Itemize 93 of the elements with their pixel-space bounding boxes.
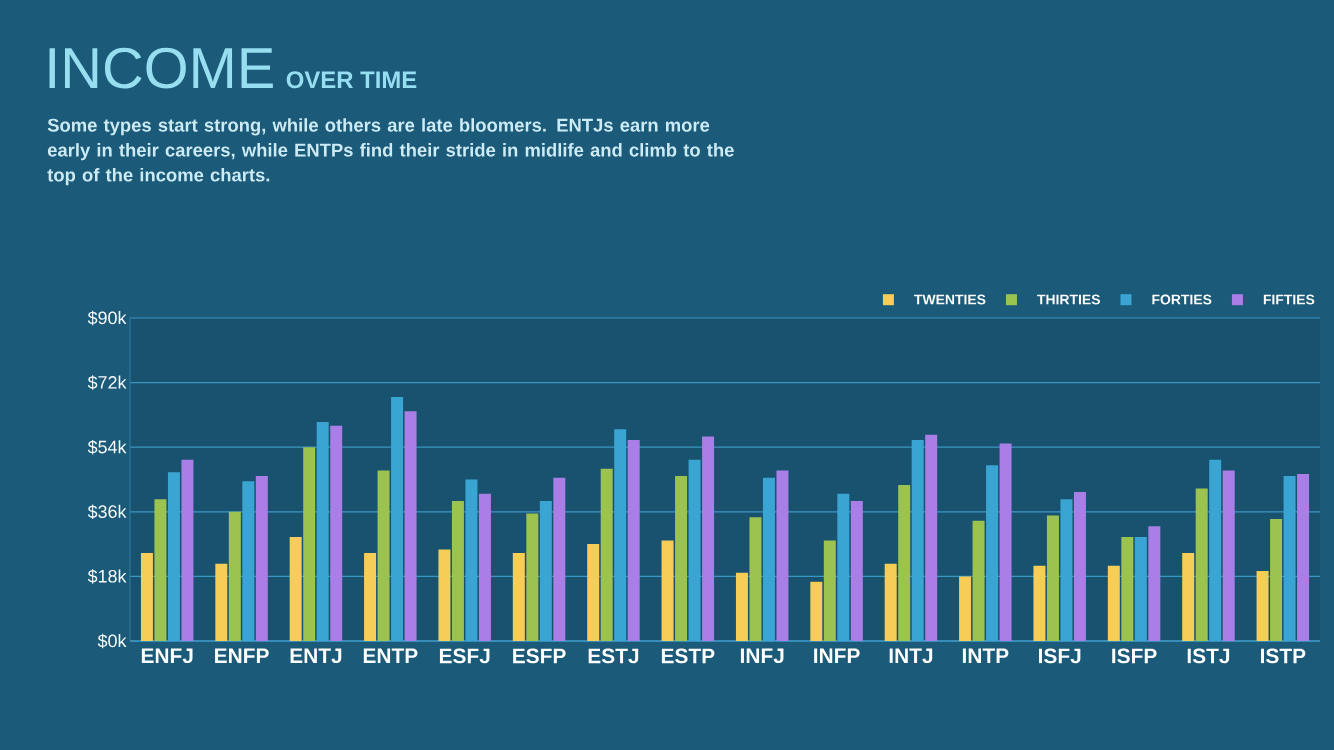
bar [735,572,748,641]
bar [228,511,241,641]
bar [539,501,552,641]
bar [884,563,897,641]
legend-label: FIFTIES [1263,294,1315,305]
bar [776,470,789,641]
bar [959,576,972,641]
bar [553,477,566,641]
bar [1134,536,1147,641]
bar [1256,571,1269,641]
bar [1222,470,1235,641]
bar [823,540,836,641]
bar [404,411,417,641]
x-tick-label: ISFP [1112,648,1157,664]
bar [898,484,911,641]
bar [377,470,390,641]
bar [911,440,924,641]
bar [465,479,478,641]
legend-label: FORTIES [1152,294,1212,305]
bar [215,563,228,641]
x-tick-label: ENFP [215,648,269,663]
x-tick-label: INTJ [889,648,933,664]
bar [1060,499,1073,641]
x-tick-label: ESTP [661,648,715,664]
bar [1195,488,1208,641]
chart-title: INCOME [49,47,273,89]
bar [181,459,194,641]
x-tick-label: INFJ [740,648,784,664]
bar [1046,515,1059,641]
bar [451,501,464,641]
bar [1182,553,1195,641]
bar [255,475,268,641]
y-tick-label: $72k [87,375,127,390]
bar [1270,518,1283,641]
bar [391,396,404,641]
bar [1209,459,1222,641]
bar [364,553,377,641]
bar [330,425,343,641]
x-tick-label: INTP [962,648,1009,663]
bar [478,493,491,641]
bar [675,475,688,641]
legend-label: THIRTIES [1037,294,1100,305]
bar [154,499,167,641]
x-tick-label: ESFJ [439,648,490,664]
bar [661,540,674,641]
bar [688,459,701,641]
bar [762,477,775,641]
bar [972,520,985,641]
bar [526,513,539,641]
bar [1148,526,1161,641]
bar [289,536,302,641]
bar [1297,474,1310,641]
bar [316,422,329,641]
bar [512,553,525,641]
x-tick-label: ISFJ [1039,648,1081,664]
bar [438,549,451,641]
x-tick-label: ENFJ [141,648,193,664]
x-tick-label: ISTP [1260,648,1306,664]
x-tick-label: INFP [814,648,860,663]
bar [1033,565,1046,641]
y-tick-label: $0k [97,633,127,649]
bar [850,501,863,641]
y-tick-label: $18k [87,569,127,584]
x-tick-label: ESTJ [588,648,639,664]
bar [587,544,600,641]
bar [167,472,180,641]
bar [627,440,640,641]
bar [1107,565,1120,641]
text: Some types start strong, while others are late bloomers. ENTJs earn more early in their careers, while ENTPs find their stride in midlife and climb to the top of the income charts. [47,118,734,186]
bar [1121,536,1134,641]
y-tick-label: $90k [87,310,127,326]
bar [837,493,850,641]
x-tick-label: ENTJ [290,648,342,664]
bar [242,481,255,641]
bar [925,434,938,641]
bar [1073,492,1086,641]
bar [614,429,627,641]
bar [303,447,316,641]
x-tick-label: ISTJ [1187,648,1230,664]
y-tick-label: $36k [87,504,127,520]
bar [1283,475,1296,641]
bar [986,465,999,641]
bar [999,443,1012,641]
bar [810,581,823,641]
legend-label: TWENTIES [914,294,986,305]
y-tick-label: $54k [87,439,127,455]
bar [600,468,613,641]
x-tick-label: ESFP [513,648,566,664]
bar [140,553,153,641]
bar [702,436,715,641]
x-tick-label: ENTP [363,648,418,663]
bar [749,517,762,641]
chart-subtitle: OVER TIME [286,71,417,89]
